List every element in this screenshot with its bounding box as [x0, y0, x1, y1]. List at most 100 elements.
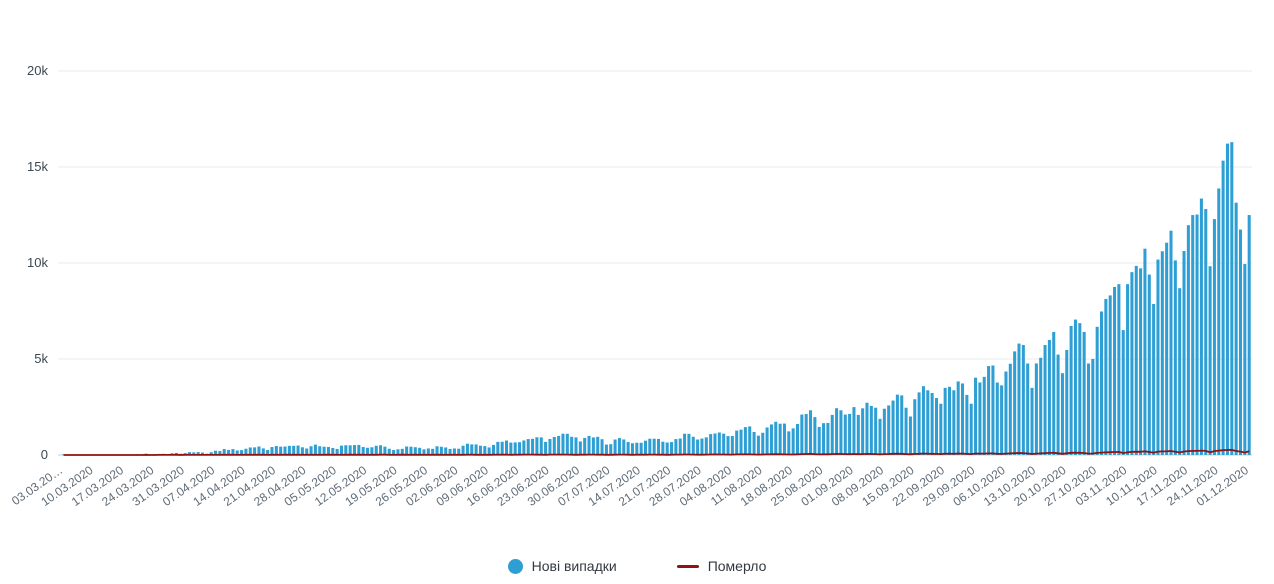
- new-cases-bar[interactable]: [396, 449, 400, 455]
- new-cases-bar[interactable]: [826, 422, 830, 455]
- new-cases-bar[interactable]: [413, 447, 417, 455]
- new-cases-bar[interactable]: [387, 448, 391, 455]
- new-cases-bar[interactable]: [370, 447, 374, 455]
- new-cases-bar[interactable]: [769, 424, 773, 455]
- new-cases-bar[interactable]: [856, 414, 860, 455]
- new-cases-bar[interactable]: [1026, 363, 1030, 455]
- new-cases-bar[interactable]: [1078, 323, 1082, 455]
- new-cases-bar[interactable]: [1104, 298, 1108, 455]
- new-cases-bar[interactable]: [339, 445, 343, 455]
- new-cases-bar[interactable]: [1069, 326, 1073, 455]
- new-cases-bar[interactable]: [1134, 265, 1138, 455]
- new-cases-bar[interactable]: [600, 439, 604, 455]
- new-cases-bar[interactable]: [609, 444, 613, 455]
- new-cases-bar[interactable]: [739, 429, 743, 455]
- new-cases-bar[interactable]: [1156, 259, 1160, 455]
- new-cases-bar[interactable]: [535, 437, 539, 455]
- new-cases-bar[interactable]: [835, 408, 839, 455]
- new-cases-bar[interactable]: [1126, 284, 1130, 455]
- new-cases-bar[interactable]: [422, 449, 426, 455]
- new-cases-bar[interactable]: [1047, 339, 1051, 455]
- new-cases-bar[interactable]: [991, 365, 995, 455]
- new-cases-bar[interactable]: [861, 408, 865, 455]
- new-cases-bar[interactable]: [687, 433, 691, 455]
- new-cases-bar[interactable]: [1086, 363, 1090, 455]
- new-cases-bar[interactable]: [874, 407, 878, 455]
- new-cases-bar[interactable]: [648, 438, 652, 455]
- new-cases-bar[interactable]: [283, 446, 287, 455]
- new-cases-bar[interactable]: [1095, 326, 1099, 455]
- new-cases-bar[interactable]: [504, 440, 509, 455]
- new-cases-bar[interactable]: [969, 403, 973, 455]
- new-cases-bar[interactable]: [1186, 225, 1190, 455]
- new-cases-bar[interactable]: [470, 444, 474, 455]
- new-cases-bar[interactable]: [1178, 288, 1182, 455]
- new-cases-bar[interactable]: [839, 410, 843, 455]
- new-cases-bar[interactable]: [1243, 264, 1247, 455]
- new-cases-bar[interactable]: [735, 430, 739, 455]
- new-cases-bar[interactable]: [287, 445, 291, 455]
- new-cases-bar[interactable]: [652, 438, 656, 455]
- new-cases-bar[interactable]: [248, 447, 252, 455]
- new-cases-bar[interactable]: [978, 382, 982, 455]
- new-cases-bar[interactable]: [496, 441, 500, 455]
- new-cases-bar[interactable]: [622, 439, 626, 455]
- new-cases-bar[interactable]: [570, 436, 574, 455]
- new-cases-bar[interactable]: [1065, 350, 1069, 455]
- new-cases-bar[interactable]: [513, 442, 517, 455]
- new-cases-bar[interactable]: [322, 446, 326, 455]
- new-cases-bar[interactable]: [987, 366, 991, 455]
- new-cases-bar[interactable]: [214, 450, 218, 455]
- new-cases-bar[interactable]: [752, 431, 756, 455]
- new-cases-bar[interactable]: [696, 439, 700, 455]
- new-cases-bar[interactable]: [869, 405, 873, 455]
- new-cases-bar[interactable]: [726, 436, 730, 455]
- new-cases-bar[interactable]: [348, 445, 352, 455]
- new-cases-bar[interactable]: [713, 433, 717, 455]
- new-cases-bar[interactable]: [765, 427, 769, 455]
- new-cases-bar[interactable]: [1060, 373, 1064, 455]
- new-cases-bar[interactable]: [926, 390, 930, 455]
- new-cases-bar[interactable]: [557, 435, 561, 455]
- new-cases-bar[interactable]: [743, 427, 747, 455]
- new-cases-bar[interactable]: [1121, 330, 1125, 455]
- new-cases-bar[interactable]: [865, 402, 869, 455]
- new-cases-bar[interactable]: [674, 439, 678, 455]
- new-cases-bar[interactable]: [318, 446, 322, 455]
- new-cases-bar[interactable]: [374, 445, 378, 455]
- new-cases-bar[interactable]: [639, 442, 643, 455]
- new-cases-bar[interactable]: [292, 445, 296, 455]
- new-cases-bar[interactable]: [891, 400, 895, 455]
- new-cases-bar[interactable]: [1169, 230, 1173, 455]
- new-cases-bar[interactable]: [1234, 202, 1238, 455]
- new-cases-bar[interactable]: [1021, 345, 1025, 455]
- new-cases-bar[interactable]: [952, 390, 956, 455]
- new-cases-bar[interactable]: [787, 431, 791, 455]
- new-cases-bar[interactable]: [196, 452, 200, 455]
- new-cases-bar[interactable]: [995, 382, 999, 455]
- new-cases-bar[interactable]: [257, 446, 261, 455]
- new-cases-bar[interactable]: [235, 450, 239, 455]
- new-cases-bar[interactable]: [231, 449, 235, 455]
- new-cases-bar[interactable]: [270, 447, 274, 455]
- new-cases-bar[interactable]: [526, 439, 530, 455]
- new-cases-bar[interactable]: [274, 446, 278, 455]
- new-cases-bar[interactable]: [539, 437, 543, 455]
- new-cases-bar[interactable]: [1182, 251, 1186, 455]
- new-cases-bar[interactable]: [956, 381, 960, 455]
- new-cases-bar[interactable]: [604, 444, 608, 455]
- new-cases-bar[interactable]: [591, 437, 595, 455]
- new-cases-bar[interactable]: [774, 421, 778, 455]
- new-cases-bar[interactable]: [630, 443, 634, 455]
- new-cases-bar[interactable]: [200, 452, 205, 455]
- new-cases-bar[interactable]: [209, 452, 213, 455]
- new-cases-bar[interactable]: [309, 446, 313, 455]
- new-cases-bar[interactable]: [778, 423, 782, 455]
- new-cases-bar[interactable]: [617, 438, 621, 455]
- new-cases-bar[interactable]: [444, 447, 448, 455]
- new-cases-bar[interactable]: [809, 410, 813, 455]
- new-cases-bar[interactable]: [761, 432, 765, 455]
- new-cases-bar[interactable]: [974, 377, 978, 455]
- new-cases-bar[interactable]: [800, 414, 804, 455]
- new-cases-bar[interactable]: [704, 437, 708, 455]
